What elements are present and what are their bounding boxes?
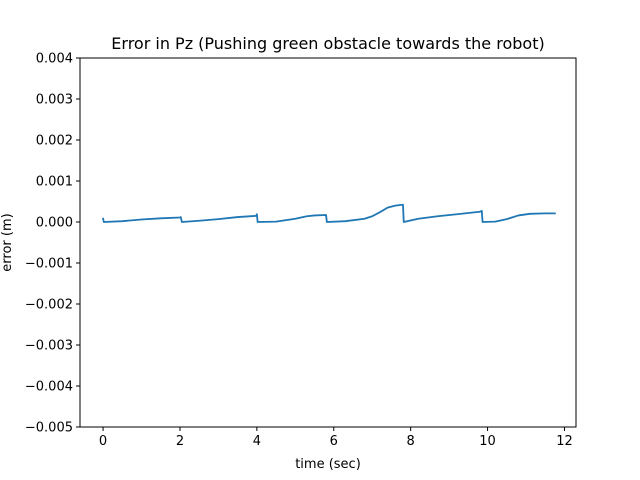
- x-tick-label: 6: [330, 434, 338, 449]
- y-tick-label: 0.000: [36, 216, 73, 231]
- chart-title: Error in Pz (Pushing green obstacle towa…: [111, 34, 544, 53]
- y-tick-label: −0.005: [25, 421, 73, 436]
- series-line: [101, 203, 556, 223]
- tick-group: 0 2 4 6 8 10 12 −0.005 −0.004 −0.003 −0.002 −0.001 0…: [25, 52, 573, 450]
- y-tick-label: 0.001: [36, 175, 73, 190]
- plot-area: [101, 203, 556, 223]
- x-tick-label: 8: [407, 434, 415, 449]
- x-tick-label: 4: [253, 434, 261, 449]
- x-tick-label: 2: [176, 434, 184, 449]
- x-tick-label: 0: [99, 434, 107, 449]
- y-tick-label: −0.004: [25, 380, 73, 395]
- x-tick-label: 10: [479, 434, 496, 449]
- y-tick-label: 0.002: [36, 134, 73, 149]
- axes-frame: [79, 57, 577, 428]
- x-tick-label: 12: [556, 434, 573, 449]
- y-tick-label: −0.002: [25, 298, 73, 313]
- y-tick-label: 0.003: [36, 93, 73, 108]
- y-axis-label: error (m): [0, 213, 15, 271]
- y-tick-label: −0.003: [25, 339, 73, 354]
- y-tick-label: −0.001: [25, 257, 73, 272]
- x-axis-label: time (sec): [295, 457, 361, 472]
- y-tick-label: 0.004: [36, 52, 73, 67]
